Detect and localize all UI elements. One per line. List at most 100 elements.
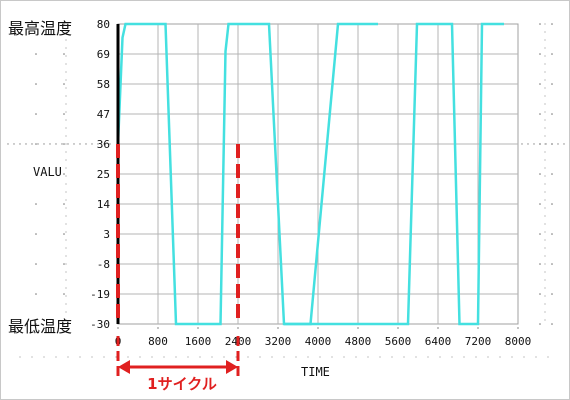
- guide-dot: [65, 119, 67, 121]
- guide-dot: [544, 47, 546, 49]
- guide-dot: [63, 53, 65, 55]
- guide-dot: [551, 113, 553, 115]
- guide-dot: [65, 87, 67, 89]
- guide-dot: [235, 356, 237, 358]
- guide-dot: [79, 356, 81, 358]
- guide-dot: [65, 287, 67, 289]
- guide-dot: [343, 356, 345, 358]
- guide-dot: [539, 203, 541, 205]
- guide-dot: [37, 143, 39, 145]
- guide-dot: [551, 203, 553, 205]
- guide-dot: [544, 231, 546, 233]
- guide-dot: [544, 239, 546, 241]
- guide-dot: [65, 111, 67, 113]
- guide-dot: [127, 356, 129, 358]
- series-line-2: [284, 22, 378, 326]
- guide-dot: [551, 23, 553, 25]
- guide-dot: [65, 55, 67, 57]
- guide-dot: [73, 143, 75, 145]
- guide-dot: [544, 263, 546, 265]
- guide-dot: [65, 159, 67, 161]
- guide-dot: [65, 319, 67, 321]
- guide-dot: [35, 233, 37, 235]
- guide-dot: [63, 83, 65, 85]
- guide-dot: [544, 303, 546, 305]
- guide-dot: [511, 356, 513, 358]
- guide-dot: [539, 23, 541, 25]
- guide-dot: [65, 191, 67, 193]
- y-tick-label: -19: [90, 288, 110, 301]
- guide-dot: [65, 63, 67, 65]
- guide-dot: [63, 23, 65, 25]
- x-tick-label: 8000: [505, 335, 532, 348]
- guide-dot: [139, 356, 141, 358]
- guide-dot: [544, 175, 546, 177]
- guide-dot: [367, 356, 369, 358]
- guide-dot: [544, 55, 546, 57]
- guide-dot: [65, 151, 67, 153]
- guide-dot: [103, 356, 105, 358]
- guide-dot: [163, 356, 165, 358]
- y-tick-label: 80: [97, 18, 110, 31]
- guide-dot: [544, 111, 546, 113]
- guide-dot: [35, 323, 37, 325]
- guide-dot: [65, 183, 67, 185]
- guide-dot: [63, 233, 65, 235]
- guide-dot: [91, 143, 93, 145]
- guide-dot: [25, 143, 27, 145]
- y-tick-label: 58: [97, 78, 110, 91]
- guide-dot: [35, 173, 37, 175]
- y-axis-label: VALU: [33, 165, 62, 179]
- guide-dot: [55, 143, 57, 145]
- guide-dot: [539, 173, 541, 175]
- guide-dot: [65, 215, 67, 217]
- x-tick-label: 3200: [265, 335, 292, 348]
- guide-dot: [544, 287, 546, 289]
- y-tick-label: 69: [97, 48, 110, 61]
- guide-dot: [551, 233, 553, 235]
- guide-dot: [115, 356, 117, 358]
- guide-dot: [211, 356, 213, 358]
- guide-dot: [97, 143, 99, 145]
- guide-dot: [247, 356, 249, 358]
- guide-dot: [544, 151, 546, 153]
- guide-dot: [544, 223, 546, 225]
- guide-dot: [547, 356, 549, 358]
- guide-dot: [7, 143, 9, 145]
- guide-dot: [65, 71, 67, 73]
- guide-dot: [43, 143, 45, 145]
- guide-dot: [551, 323, 553, 325]
- guide-dot: [85, 143, 87, 145]
- plot-dotted-guides: [7, 23, 565, 358]
- guide-dot: [65, 295, 67, 297]
- guide-dot: [65, 223, 67, 225]
- guide-dot: [63, 173, 65, 175]
- guide-dot: [391, 356, 393, 358]
- guide-dot: [544, 215, 546, 217]
- plot-grid: [117, 23, 519, 325]
- guide-dot: [544, 127, 546, 129]
- guide-dot: [551, 293, 553, 295]
- guide-dot: [65, 143, 67, 145]
- guide-dot: [539, 113, 541, 115]
- guide-dot: [544, 31, 546, 33]
- x-tick-label: 800: [148, 335, 168, 348]
- guide-dot: [544, 103, 546, 105]
- cycle-indicator: [116, 336, 240, 380]
- cycle-arrow-head-left: [118, 360, 130, 374]
- guide-dot: [551, 143, 553, 145]
- guide-dot: [103, 143, 105, 145]
- guide-dot: [544, 279, 546, 281]
- guide-dot: [539, 143, 541, 145]
- guide-dot: [19, 356, 21, 358]
- cycle-arrow-head-right: [226, 360, 238, 374]
- guide-dot: [544, 319, 546, 321]
- guide-dot: [35, 113, 37, 115]
- cycle-label: 1サイクル: [147, 375, 217, 393]
- guide-dot: [535, 356, 537, 358]
- guide-dot: [551, 83, 553, 85]
- guide-dot: [67, 143, 69, 145]
- guide-dot: [35, 23, 37, 25]
